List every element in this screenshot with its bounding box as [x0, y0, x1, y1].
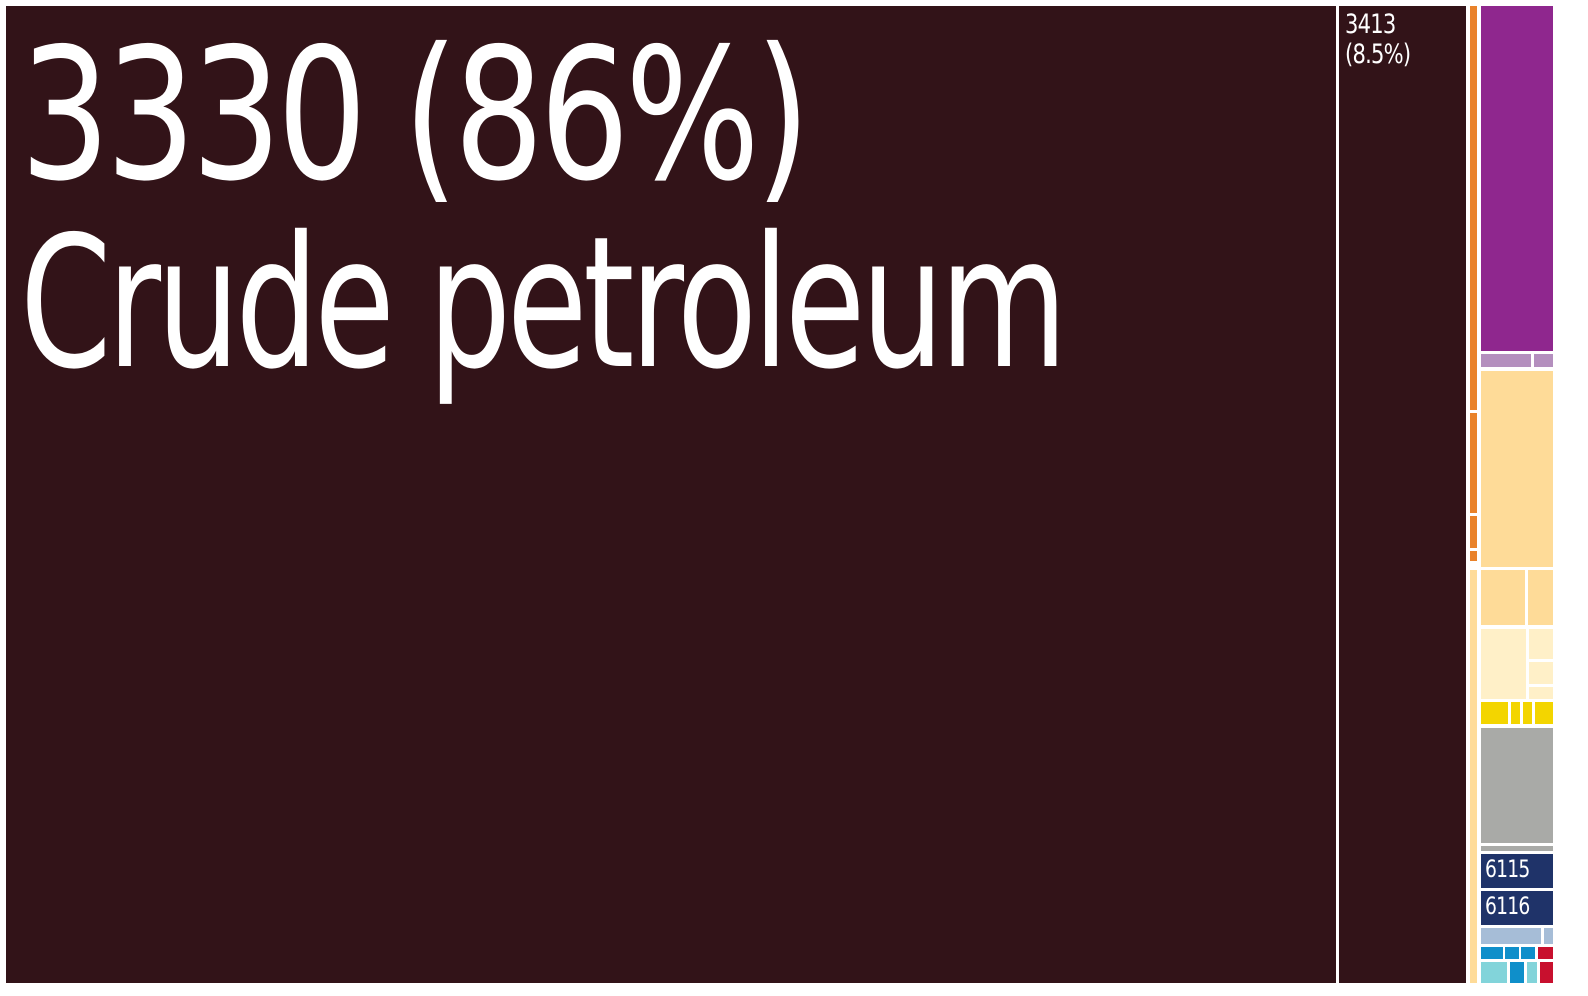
- tile-yellow-3[interactable]: [1523, 702, 1532, 724]
- tile-lightblue[interactable]: [1481, 928, 1541, 944]
- tile-6116-value: 6116: [1485, 892, 1530, 920]
- tile-lightblue-2[interactable]: [1544, 928, 1553, 944]
- tile-6115-value: 6115: [1485, 855, 1530, 883]
- tile-blue-2[interactable]: [1505, 947, 1519, 959]
- tile-crude-petroleum-label: Crude petroleum: [20, 197, 1067, 409]
- tile-cream-2[interactable]: [1529, 629, 1553, 659]
- tile-6116[interactable]: 6116: [1481, 891, 1553, 925]
- tile-red-2[interactable]: [1540, 962, 1553, 983]
- tile-cyan-1[interactable]: [1481, 962, 1507, 983]
- tile-purple-large[interactable]: [1481, 6, 1553, 351]
- tile-orange-strip-4[interactable]: [1470, 551, 1477, 561]
- tile-orange-strip-2[interactable]: [1470, 413, 1477, 513]
- tile-cream-3[interactable]: [1529, 662, 1553, 684]
- tile-3413-value: 3413 (8.5%): [1345, 9, 1411, 70]
- tile-grey-large[interactable]: [1481, 728, 1553, 843]
- tile-3413[interactable]: 3413 (8.5%): [1339, 6, 1466, 983]
- tile-purple-small-2[interactable]: [1534, 354, 1553, 367]
- tile-grey-small[interactable]: [1481, 846, 1553, 851]
- tile-blue-1[interactable]: [1481, 947, 1503, 959]
- tile-cream-4[interactable]: [1529, 687, 1553, 699]
- tile-peach-large[interactable]: [1481, 371, 1553, 567]
- tile-orange-strip-1[interactable]: [1470, 6, 1477, 410]
- tile-6115[interactable]: 6115: [1481, 854, 1553, 888]
- tile-orange-strip-3[interactable]: [1470, 516, 1477, 548]
- tile-crude-petroleum[interactable]: 3330 (86%) Crude petroleum: [6, 6, 1336, 983]
- tile-yellow-2[interactable]: [1511, 702, 1520, 724]
- tile-peach-2[interactable]: [1481, 570, 1525, 625]
- tile-crude-petroleum-value: 3330 (86%): [20, 9, 811, 221]
- tile-peach-3[interactable]: [1528, 570, 1553, 625]
- tile-yellow-4[interactable]: [1535, 702, 1553, 724]
- tile-red-1[interactable]: [1538, 947, 1553, 959]
- tile-cyan-2[interactable]: [1527, 962, 1537, 983]
- tile-light-strip[interactable]: [1470, 570, 1477, 983]
- tile-yellow-1[interactable]: [1481, 702, 1508, 724]
- tile-blue-3[interactable]: [1521, 947, 1535, 959]
- tile-blue-4[interactable]: [1510, 962, 1524, 983]
- tile-purple-small-1[interactable]: [1481, 354, 1531, 367]
- tile-cream-large[interactable]: [1481, 629, 1526, 699]
